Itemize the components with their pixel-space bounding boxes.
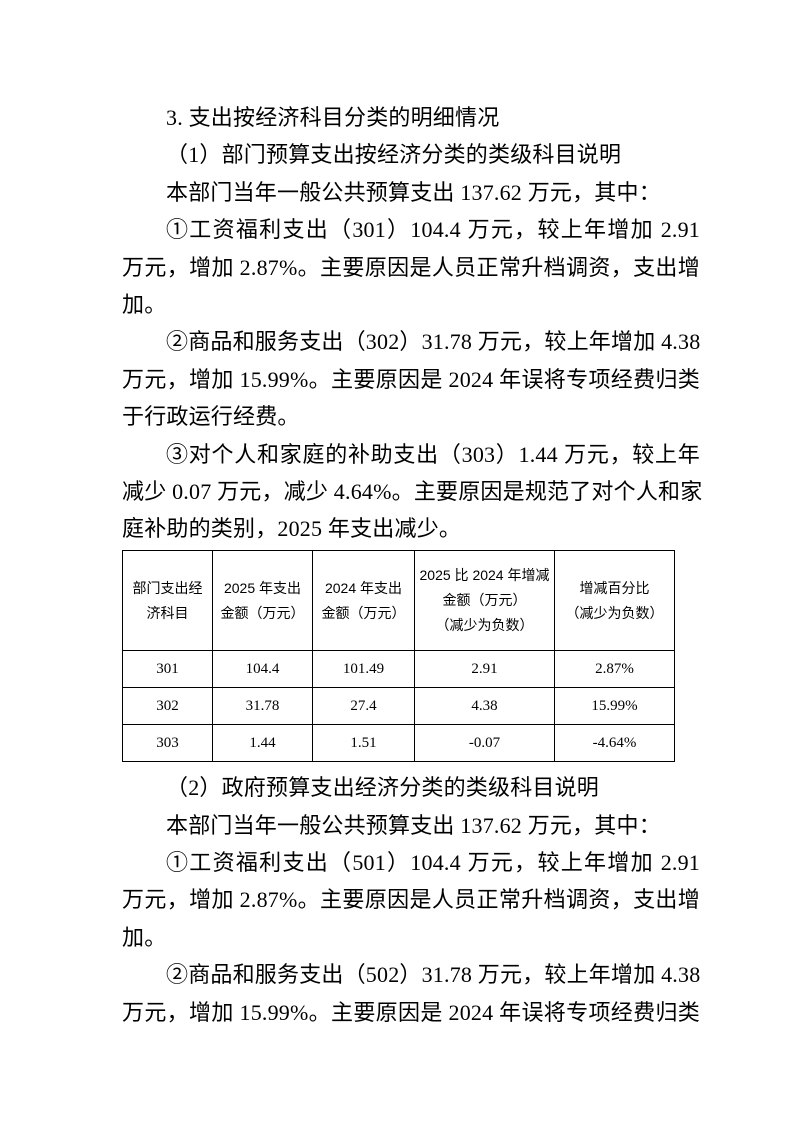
table-cell: 301 [122, 650, 213, 689]
table-cell: 15.99% [554, 687, 675, 726]
heading-item-3: 3. 支出按经济科目分类的明细情况 [166, 105, 500, 130]
doc-line: 万元，增加 15.99%。主要原因是 2024 年误将专项经费归类 [122, 366, 700, 392]
budget-table: 部门支出经 济科目 2025 年支出 金额（万元） 2024 年支出 金额（万元… [122, 550, 675, 763]
table-header-cell: 2024 年支出 金额（万元） [312, 550, 415, 652]
table-cell: 104.4 [212, 650, 313, 689]
document-content: 3. 支出按经济科目分类的明细情况 （1）部门预算支出按经济分类的类级科目说明 … [122, 99, 703, 1031]
table-header-cell: 部门支出经 济科目 [122, 550, 213, 652]
doc-line: 于行政运行经费。 [122, 404, 300, 430]
doc-line: ②商品和服务支出（502）31.78 万元，较上年增加 4.38 [166, 962, 701, 988]
doc-line: 减少 0.07 万元，减少 4.64%。主要原因是规范了对个人和家 [122, 478, 703, 504]
doc-line: ②商品和服务支出（302）31.78 万元，较上年增加 4.38 [166, 329, 701, 355]
doc-line: 加。 [122, 924, 167, 950]
doc-line: 本部门当年一般公共预算支出 137.62 万元，其中： [166, 179, 661, 205]
doc-line: ③对个人和家庭的补助支出（303）1.44 万元，较上年 [166, 441, 700, 467]
table-cell: 31.78 [212, 687, 313, 726]
table-cell: -0.07 [414, 724, 555, 763]
doc-line: 万元，增加 2.87%。主要原因是人员正常升档调资，支出增 [122, 887, 700, 913]
doc-line: ①工资福利支出（301）104.4 万元，较上年增加 2.91 [166, 217, 700, 243]
table-header-cell: 增减百分比 （减少为负数） [554, 550, 675, 652]
doc-line: 本部门当年一般公共预算支出 137.62 万元，其中： [166, 812, 661, 838]
table-cell: 27.4 [312, 687, 415, 726]
table-cell: -4.64% [554, 724, 675, 763]
subheading-2: （2）政府预算支出经济分类的类级科目说明 [166, 775, 600, 801]
table-cell: 2.87% [554, 650, 675, 689]
section-2: （2）政府预算支出经济分类的类级科目说明 本部门当年一般公共预算支出 137.6… [122, 769, 700, 1031]
table-cell: 4.38 [414, 687, 555, 726]
doc-line: 万元，增加 2.87%。主要原因是人员正常升档调资，支出增 [122, 254, 700, 280]
table-row: 303 1.44 1.51 -0.07 -4.64% [122, 724, 675, 763]
doc-line: ①工资福利支出（501）104.4 万元，较上年增加 2.91 [166, 849, 700, 875]
doc-line: 万元，增加 15.99%。主要原因是 2024 年误将专项经费归类 [122, 999, 700, 1025]
table-row: 301 104.4 101.49 2.91 2.87% [122, 650, 675, 689]
table-cell: 2.91 [414, 650, 555, 689]
table-cell: 1.51 [312, 724, 415, 763]
table-cell: 1.44 [212, 724, 313, 763]
doc-line: 庭补助的类别，2025 年支出减少。 [122, 516, 462, 542]
table-cell: 302 [122, 687, 213, 726]
doc-line: 加。 [122, 291, 167, 317]
table-cell: 303 [122, 724, 213, 763]
table-header-cell: 2025 年支出 金额（万元） [212, 550, 313, 652]
table-cell: 101.49 [312, 650, 415, 689]
table-row: 302 31.78 27.4 4.38 15.99% [122, 687, 675, 726]
table-header-row: 部门支出经 济科目 2025 年支出 金额（万元） 2024 年支出 金额（万元… [122, 550, 675, 652]
table-header-cell: 2025 比 2024 年增减 金额（万元） （减少为负数） [414, 550, 555, 652]
subheading-1: （1）部门预算支出按经济分类的类级科目说明 [166, 142, 622, 168]
